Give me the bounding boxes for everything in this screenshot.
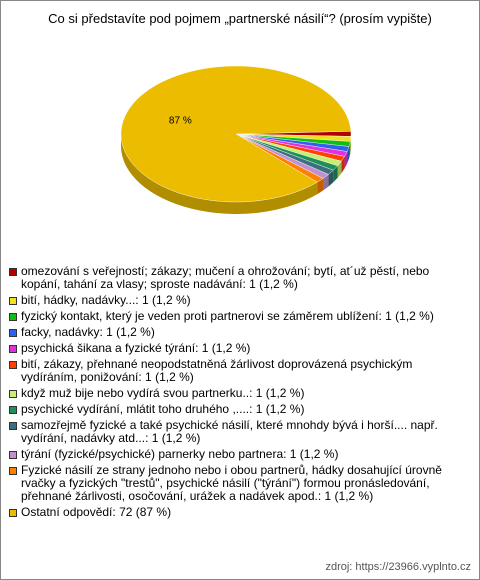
pie-slice-side	[323, 174, 329, 191]
legend-label: Fyzické násilí ze strany jednoho nebo i …	[21, 463, 442, 503]
legend-swatch	[9, 390, 17, 398]
source: zdroj: https://23966.vyplnto.cz	[325, 561, 471, 573]
legend-item: když muž bije nebo vydírá svou partnerku…	[9, 387, 469, 400]
data-label: 87 %	[169, 116, 192, 127]
legend-swatch	[9, 329, 17, 337]
legend-item: bití, hádky, nadávky...: 1 (1,2 %)	[9, 294, 469, 307]
legend-label: omezování s veřejností; zákazy; mučení a…	[21, 264, 430, 291]
legend-label: psychické vydírání, mlátit toho druhého …	[21, 402, 305, 416]
legend-item: fyzický kontakt, který je veden proti pa…	[9, 310, 469, 323]
legend-item: bití, zákazy, přehnané neopodstatněná žá…	[9, 358, 469, 384]
legend-label: bití, zákazy, přehnané neopodstatněná žá…	[21, 357, 413, 384]
pie-slice-side	[121, 134, 318, 214]
legend-swatch	[9, 422, 17, 430]
legend-label: týrání (fyzické/psychické) parnerky nebo…	[21, 447, 339, 461]
legend-item: facky, nadávky: 1 (1,2 %)	[9, 326, 469, 339]
legend: omezování s veřejností; zákazy; mučení a…	[9, 265, 469, 522]
legend-item: Ostatní odpovědí: 72 (87 %)	[9, 506, 469, 519]
legend-swatch	[9, 297, 17, 305]
legend-swatch	[9, 345, 17, 353]
legend-label: samozřejmě fyzické a také psychické nási…	[21, 418, 438, 445]
legend-swatch	[9, 467, 17, 475]
legend-swatch	[9, 509, 17, 517]
legend-item: omezování s veřejností; zákazy; mučení a…	[9, 265, 469, 291]
legend-label: Ostatní odpovědí: 72 (87 %)	[21, 505, 172, 519]
legend-swatch	[9, 451, 17, 459]
pie-area: Co si představíte pod pojmem „partnerské…	[48, 11, 432, 214]
legend-label: facky, nadávky: 1 (1,2 %)	[21, 325, 155, 339]
legend-label: fyzický kontakt, který je veden proti pa…	[21, 309, 434, 323]
legend-item: týrání (fyzické/psychické) parnerky nebo…	[9, 448, 469, 461]
legend-swatch	[9, 406, 17, 414]
pie-slice-side	[337, 161, 342, 178]
legend-item: psychická šikana a fyzické týrání: 1 (1,…	[9, 342, 469, 355]
pie-slice-side	[333, 165, 338, 183]
legend-item: psychické vydírání, mlátit toho druhého …	[9, 403, 469, 416]
legend-label: bití, hádky, nadávky...: 1 (1,2 %)	[21, 293, 191, 307]
legend-item: Fyzické násilí ze strany jednoho nebo i …	[9, 464, 469, 503]
legend-label: když muž bije nebo vydírá svou partnerku…	[21, 386, 305, 400]
pie-slice-side	[344, 151, 348, 169]
pie-slice-side	[317, 178, 324, 195]
legend-swatch	[9, 361, 17, 369]
pie-slice-side	[341, 156, 345, 174]
legend-label: psychická šikana a fyzické týrání: 1 (1,…	[21, 341, 251, 355]
pie-slice	[120, 65, 352, 203]
pie-slice-side	[328, 170, 334, 187]
legend-swatch	[9, 313, 17, 321]
chart-title: Co si představíte pod pojmem „partnerské…	[48, 11, 432, 26]
legend-item: samozřejmě fyzické a také psychické nási…	[9, 419, 469, 445]
legend-swatch	[9, 268, 17, 276]
